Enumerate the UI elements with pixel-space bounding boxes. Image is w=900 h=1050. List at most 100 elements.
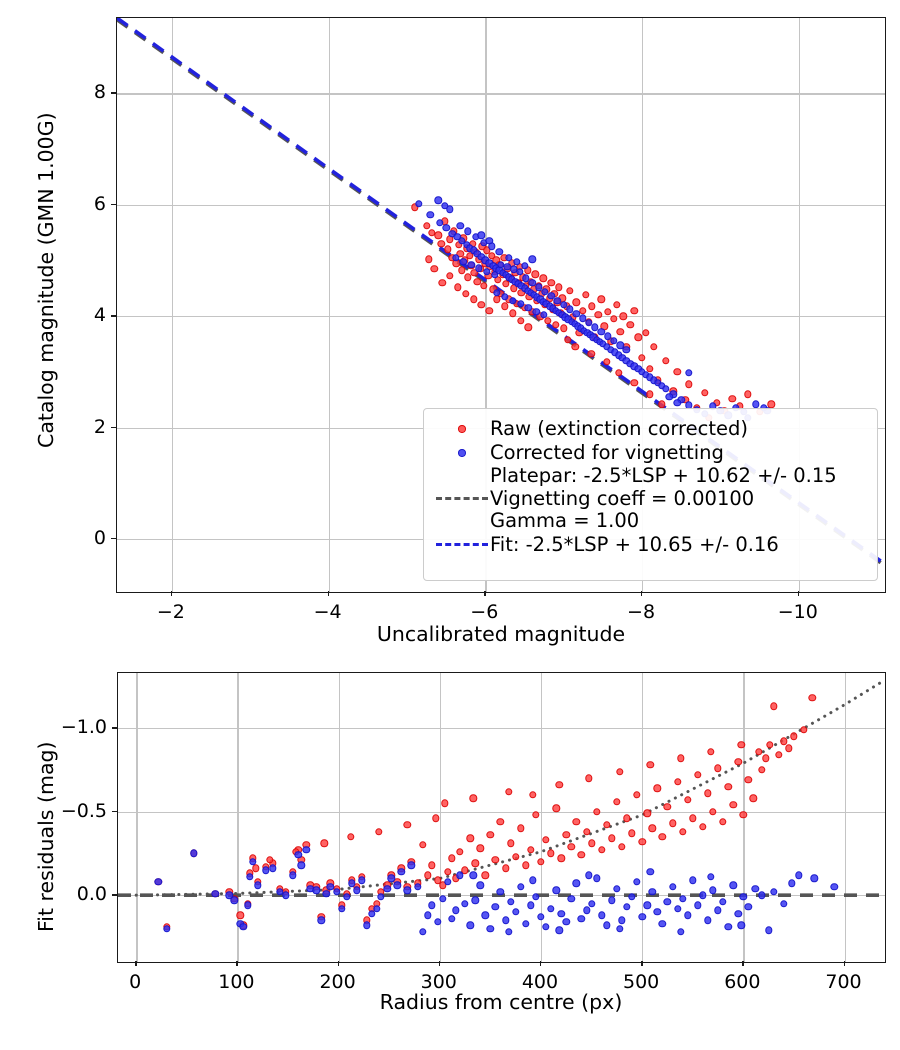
data-point: [767, 400, 776, 408]
legend-item-raw[interactable]: Raw (extinction corrected): [434, 417, 865, 441]
data-point: [709, 807, 717, 816]
data-point: [728, 394, 736, 403]
x-tick: [236, 961, 238, 966]
data-point: [534, 283, 543, 291]
data-point: [578, 306, 587, 315]
data-point: [517, 824, 525, 833]
data-point: [532, 307, 540, 316]
data-point: [769, 702, 778, 711]
data-point: [363, 921, 371, 929]
legend-item-platepar[interactable]: Platepar: -2.5*LSP + 10.62 +/- 0.15 Vigne…: [434, 464, 865, 533]
data-point: [297, 861, 305, 869]
data-point: [505, 253, 513, 262]
data-point: [562, 918, 570, 926]
data-point: [397, 868, 406, 876]
data-point: [704, 916, 712, 924]
data-point: [483, 246, 491, 255]
data-point: [501, 916, 510, 924]
data-point: [719, 817, 727, 826]
data-point: [646, 761, 654, 769]
legend-item-fit[interactable]: Fit: -2.5*LSP + 10.65 +/- 0.16: [434, 533, 865, 557]
data-point: [373, 904, 381, 913]
y-tick-label: 4: [93, 304, 106, 327]
data-point: [448, 854, 456, 863]
data-point: [501, 280, 510, 288]
data-point: [436, 218, 444, 227]
data-point: [571, 343, 580, 351]
data-point: [577, 851, 586, 859]
y-tick-label: −0.5: [60, 799, 107, 822]
data-point: [494, 276, 502, 284]
data-point: [775, 751, 783, 759]
legend-label-corrected: Corrected for vignetting: [490, 441, 724, 465]
data-point: [650, 343, 658, 351]
data-point: [810, 874, 818, 883]
data-point: [537, 858, 545, 866]
data-point: [440, 202, 449, 210]
data-point: [512, 257, 521, 266]
data-point: [699, 891, 707, 899]
top-yaxis-label: Catalog magnitude (GMN 1.00G): [34, 112, 58, 448]
x-tick: [641, 591, 643, 596]
data-point: [592, 807, 601, 816]
data-point: [673, 904, 682, 913]
data-point: [473, 277, 482, 286]
data-point: [245, 873, 254, 881]
data-point: [764, 926, 773, 934]
data-point: [516, 300, 525, 308]
data-point: [618, 843, 626, 851]
data-point: [504, 787, 513, 796]
data-point: [453, 233, 461, 241]
data-point: [646, 868, 654, 876]
x-tick: [327, 591, 329, 596]
data-point: [403, 821, 412, 829]
y-tick-label: 6: [93, 192, 106, 215]
data-point: [461, 899, 469, 908]
data-point: [577, 914, 586, 923]
data-point: [353, 886, 361, 894]
data-point: [487, 242, 496, 251]
data-point: [444, 878, 452, 886]
data-point: [425, 255, 433, 263]
data-point: [761, 754, 770, 762]
data-point: [712, 398, 721, 407]
data-point: [393, 881, 401, 889]
data-point: [509, 296, 517, 305]
y-tick: [111, 426, 116, 428]
legend-item-corrected[interactable]: Corrected for vignetting: [434, 441, 865, 465]
data-point: [663, 802, 672, 811]
data-point: [544, 316, 552, 325]
data-point: [434, 918, 442, 926]
bottom-yaxis-label: Fit residuals (mag): [34, 741, 58, 932]
data-point: [542, 836, 550, 844]
data-point: [724, 923, 732, 931]
data-point: [481, 911, 489, 919]
data-point: [434, 231, 442, 240]
gridline-vertical: [642, 673, 644, 962]
data-point: [613, 797, 621, 806]
data-point: [646, 365, 654, 373]
data-point: [377, 893, 385, 901]
data-point: [523, 266, 532, 275]
data-point: [714, 764, 722, 772]
y-tick: [111, 203, 116, 206]
data-point: [559, 301, 568, 309]
plot-legend[interactable]: Raw (extinction corrected) Corrected for…: [423, 408, 878, 581]
data-point: [582, 906, 591, 914]
x-tick: [135, 961, 137, 966]
data-point: [415, 199, 423, 208]
data-point: [520, 262, 529, 270]
data-point: [734, 909, 742, 918]
data-point: [486, 924, 495, 933]
data-point: [452, 874, 460, 883]
data-point: [572, 879, 581, 888]
data-point: [532, 811, 540, 819]
data-point: [630, 379, 638, 387]
data-point: [603, 332, 612, 340]
data-point: [251, 864, 260, 873]
data-point: [634, 333, 642, 342]
data-point: [572, 817, 581, 826]
data-point: [626, 320, 634, 329]
data-point: [591, 323, 599, 331]
data-point: [418, 928, 427, 936]
